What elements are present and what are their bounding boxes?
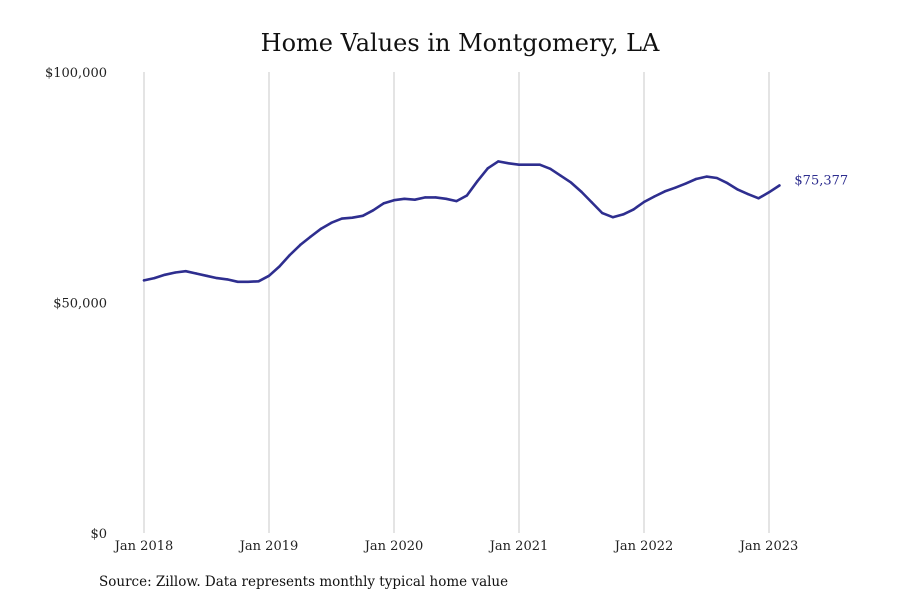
- data-point: [580, 190, 583, 194]
- x-axis: Jan 2018 Jan 2019 Jan 2020 Jan 2021 Jan 2022…: [113, 539, 799, 554]
- data-point: [288, 253, 292, 257]
- data-point: [236, 280, 239, 283]
- series-line: [142, 160, 781, 284]
- data-point: [715, 176, 719, 180]
- data-point: [601, 211, 604, 215]
- data-point: [403, 197, 406, 200]
- data-point: [486, 167, 489, 170]
- data-point: [330, 221, 333, 224]
- data-point: [184, 269, 187, 273]
- y-tick-label: $0: [90, 527, 107, 542]
- data-point: [278, 265, 281, 268]
- data-point: [528, 163, 531, 166]
- data-point: [382, 202, 385, 205]
- end-value-label: $75,377: [794, 174, 848, 189]
- source-note: Source: Zillow. Data represents monthly …: [99, 574, 508, 590]
- data-point: [653, 195, 656, 198]
- x-tick-label: Jan 2018: [113, 539, 174, 554]
- data-point: [226, 278, 229, 281]
- data-point: [559, 174, 562, 177]
- data-point: [694, 177, 698, 181]
- data-point: [267, 274, 271, 277]
- data-point: [726, 181, 729, 185]
- data-point: [142, 279, 146, 282]
- data-point: [778, 184, 781, 187]
- data-point: [674, 186, 677, 189]
- data-point: [299, 243, 302, 247]
- data-point: [205, 274, 208, 277]
- x-tick-label: Jan 2020: [363, 539, 424, 554]
- x-tick-label: Jan 2023: [738, 539, 799, 554]
- data-point: [465, 194, 469, 197]
- x-tick-label: Jan 2019: [238, 539, 299, 554]
- data-point: [538, 163, 542, 166]
- data-point: [434, 196, 437, 199]
- data-point: [767, 191, 771, 194]
- series-layer: [142, 160, 781, 284]
- data-point: [642, 200, 646, 204]
- data-point: [351, 216, 354, 219]
- data-point: [684, 182, 687, 185]
- x-tick-label: Jan 2021: [488, 539, 549, 554]
- data-point: [309, 235, 312, 238]
- data-point: [621, 213, 625, 216]
- data-point: [632, 208, 635, 211]
- data-point: [705, 175, 708, 178]
- y-tick-label: $100,000: [45, 66, 107, 81]
- data-point: [736, 188, 739, 191]
- data-point: [361, 214, 364, 218]
- y-tick-label: $50,000: [53, 297, 107, 312]
- x-tick-label: Jan 2022: [613, 539, 674, 554]
- y-axis: $0 $50,000 $100,000: [45, 66, 107, 542]
- data-point: [746, 192, 750, 196]
- data-point: [549, 167, 552, 171]
- chart-title: Home Values in Montgomery, LA: [261, 29, 660, 57]
- grid-lines: [143, 72, 770, 533]
- data-point: [194, 272, 198, 275]
- data-point: [507, 162, 510, 165]
- data-point: [246, 280, 250, 283]
- data-point: [257, 280, 260, 283]
- data-point: [413, 198, 417, 201]
- data-point: [517, 163, 521, 166]
- data-point: [319, 227, 323, 230]
- data-point: [757, 197, 760, 200]
- data-point: [444, 197, 448, 200]
- data-point: [371, 209, 375, 212]
- data-point: [424, 196, 427, 199]
- data-point: [174, 271, 177, 274]
- data-point: [215, 276, 219, 280]
- data-point: [590, 201, 594, 204]
- data-point: [496, 160, 500, 163]
- data-point: [153, 276, 156, 280]
- data-point: [455, 199, 458, 203]
- data-point: [476, 180, 479, 183]
- data-point: [392, 198, 396, 202]
- data-point: [663, 190, 667, 193]
- data-point: [569, 181, 573, 184]
- data-point: [340, 217, 344, 220]
- data-point: [611, 216, 614, 219]
- data-point: [163, 273, 167, 277]
